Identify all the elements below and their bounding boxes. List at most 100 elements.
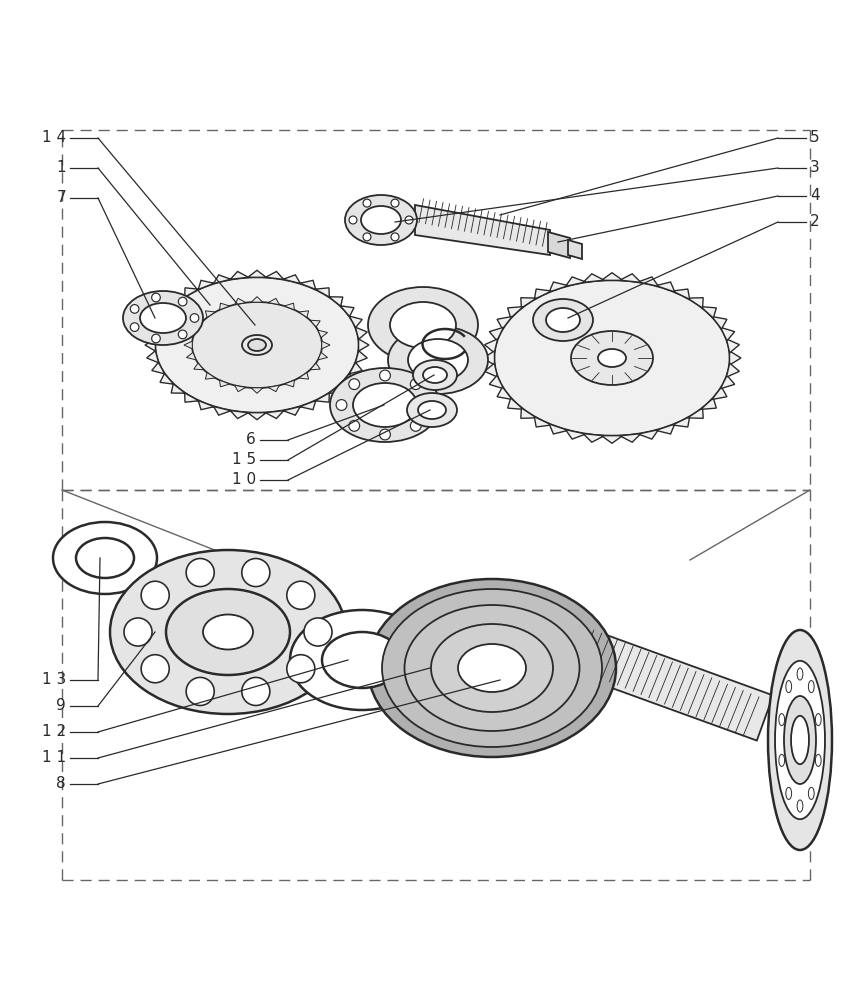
Ellipse shape: [192, 302, 322, 388]
Ellipse shape: [53, 522, 157, 594]
Polygon shape: [583, 434, 604, 442]
Ellipse shape: [248, 339, 266, 351]
Circle shape: [152, 293, 160, 302]
Polygon shape: [248, 270, 266, 277]
Ellipse shape: [786, 787, 792, 799]
Ellipse shape: [368, 287, 478, 363]
Polygon shape: [329, 297, 342, 306]
Circle shape: [349, 379, 360, 390]
Polygon shape: [656, 282, 675, 292]
Polygon shape: [355, 351, 367, 363]
Text: 1 3: 1 3: [42, 672, 66, 688]
Polygon shape: [550, 282, 568, 292]
Polygon shape: [152, 316, 164, 328]
Polygon shape: [322, 341, 330, 349]
Polygon shape: [152, 362, 164, 374]
Ellipse shape: [768, 630, 832, 850]
Circle shape: [178, 330, 187, 339]
Polygon shape: [265, 411, 283, 419]
Polygon shape: [520, 408, 537, 418]
Polygon shape: [534, 289, 551, 299]
Polygon shape: [171, 384, 185, 393]
Polygon shape: [214, 407, 231, 415]
Text: 3: 3: [810, 160, 820, 176]
Polygon shape: [550, 424, 568, 434]
Circle shape: [379, 370, 390, 381]
Text: 4: 4: [810, 188, 820, 204]
Polygon shape: [602, 436, 622, 443]
Ellipse shape: [407, 393, 457, 427]
Ellipse shape: [418, 401, 446, 419]
Ellipse shape: [816, 754, 821, 766]
Polygon shape: [602, 273, 622, 280]
Circle shape: [304, 618, 332, 646]
Ellipse shape: [166, 589, 290, 675]
Text: 1 5: 1 5: [232, 452, 256, 468]
Text: 1 1: 1 1: [42, 750, 66, 766]
Ellipse shape: [431, 624, 553, 712]
Polygon shape: [300, 401, 316, 410]
Ellipse shape: [791, 716, 809, 764]
Polygon shape: [701, 398, 716, 409]
Polygon shape: [199, 280, 214, 289]
Polygon shape: [484, 339, 497, 353]
Polygon shape: [355, 327, 367, 339]
Polygon shape: [315, 288, 330, 297]
Circle shape: [241, 559, 270, 587]
Text: 2: 2: [810, 215, 820, 230]
Circle shape: [363, 199, 371, 207]
Circle shape: [349, 420, 360, 431]
Ellipse shape: [413, 360, 457, 390]
Polygon shape: [184, 341, 193, 349]
Polygon shape: [639, 277, 658, 286]
Polygon shape: [248, 413, 266, 420]
Ellipse shape: [494, 280, 730, 436]
Polygon shape: [673, 417, 690, 427]
Ellipse shape: [110, 550, 346, 714]
Circle shape: [349, 216, 357, 224]
Polygon shape: [300, 280, 316, 289]
Ellipse shape: [140, 303, 186, 333]
Polygon shape: [727, 339, 740, 353]
Polygon shape: [299, 373, 309, 379]
Ellipse shape: [382, 589, 602, 747]
Polygon shape: [235, 298, 246, 305]
Polygon shape: [310, 363, 320, 370]
Text: 1 2: 1 2: [42, 724, 66, 740]
Ellipse shape: [458, 644, 526, 692]
Polygon shape: [160, 306, 174, 316]
Polygon shape: [214, 275, 231, 283]
Circle shape: [186, 559, 214, 587]
Text: 7: 7: [56, 190, 66, 206]
Polygon shape: [620, 434, 641, 442]
Polygon shape: [199, 401, 214, 410]
Polygon shape: [673, 289, 690, 299]
Text: 8: 8: [56, 776, 66, 792]
Polygon shape: [318, 352, 328, 360]
Polygon shape: [721, 375, 734, 389]
Polygon shape: [230, 411, 248, 419]
Polygon shape: [566, 430, 586, 439]
Polygon shape: [568, 240, 582, 259]
Polygon shape: [146, 351, 158, 363]
Polygon shape: [187, 330, 196, 338]
Polygon shape: [160, 374, 174, 384]
Polygon shape: [205, 373, 216, 379]
Polygon shape: [349, 362, 362, 374]
Polygon shape: [251, 297, 263, 302]
Polygon shape: [701, 307, 716, 318]
Ellipse shape: [797, 800, 803, 812]
Circle shape: [410, 379, 421, 390]
Polygon shape: [520, 298, 537, 308]
Text: 6: 6: [247, 432, 256, 448]
Polygon shape: [727, 363, 740, 377]
Polygon shape: [315, 393, 330, 402]
Polygon shape: [230, 271, 248, 279]
Circle shape: [241, 677, 270, 705]
Polygon shape: [318, 330, 328, 338]
Circle shape: [391, 199, 399, 207]
Polygon shape: [620, 274, 641, 282]
Circle shape: [130, 305, 139, 313]
Polygon shape: [656, 424, 675, 434]
Circle shape: [178, 297, 187, 306]
